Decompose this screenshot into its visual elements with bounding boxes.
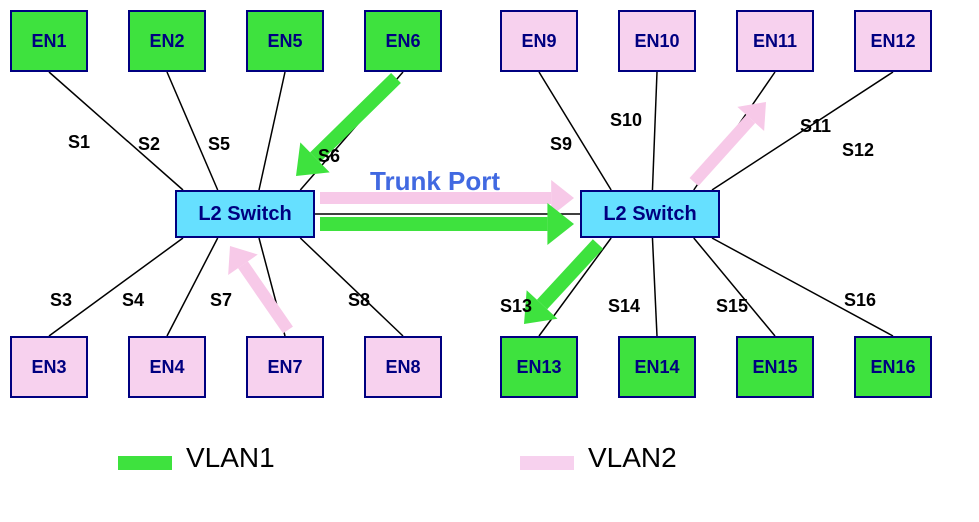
node-en7: EN7 (246, 336, 324, 398)
node-en3: EN3 (10, 336, 88, 398)
port-label-s4: S4 (122, 290, 144, 311)
port-label-s14: S14 (608, 296, 640, 317)
node-en9: EN9 (500, 10, 578, 72)
node-en6: EN6 (364, 10, 442, 72)
legend-swatch-vlan2 (520, 456, 574, 470)
port-label-s3: S3 (50, 290, 72, 311)
port-label-s8: S8 (348, 290, 370, 311)
node-en15: EN15 (736, 336, 814, 398)
node-en16: EN16 (854, 336, 932, 398)
switch-sw2: L2 Switch (580, 190, 720, 238)
legend-label-vlan1: VLAN1 (186, 442, 275, 474)
node-en5: EN5 (246, 10, 324, 72)
node-en4: EN4 (128, 336, 206, 398)
port-label-s2: S2 (138, 134, 160, 155)
node-en13: EN13 (500, 336, 578, 398)
port-label-s7: S7 (210, 290, 232, 311)
port-label-s16: S16 (844, 290, 876, 311)
node-en11: EN11 (736, 10, 814, 72)
port-label-s15: S15 (716, 296, 748, 317)
port-label-s10: S10 (610, 110, 642, 131)
port-label-s13: S13 (500, 296, 532, 317)
legend-swatch-vlan1 (118, 456, 172, 470)
legend-label-vlan2: VLAN2 (588, 442, 677, 474)
node-en8: EN8 (364, 336, 442, 398)
port-label-s1: S1 (68, 132, 90, 153)
node-en12: EN12 (854, 10, 932, 72)
port-label-s9: S9 (550, 134, 572, 155)
port-label-s11: S11 (800, 116, 831, 137)
node-en2: EN2 (128, 10, 206, 72)
port-label-s6: S6 (318, 146, 340, 167)
node-en10: EN10 (618, 10, 696, 72)
switch-sw1: L2 Switch (175, 190, 315, 238)
trunk-port-label: Trunk Port (370, 166, 500, 197)
node-en14: EN14 (618, 336, 696, 398)
port-label-s12: S12 (842, 140, 874, 161)
node-en1: EN1 (10, 10, 88, 72)
diagram-lines (0, 0, 979, 522)
port-label-s5: S5 (208, 134, 230, 155)
